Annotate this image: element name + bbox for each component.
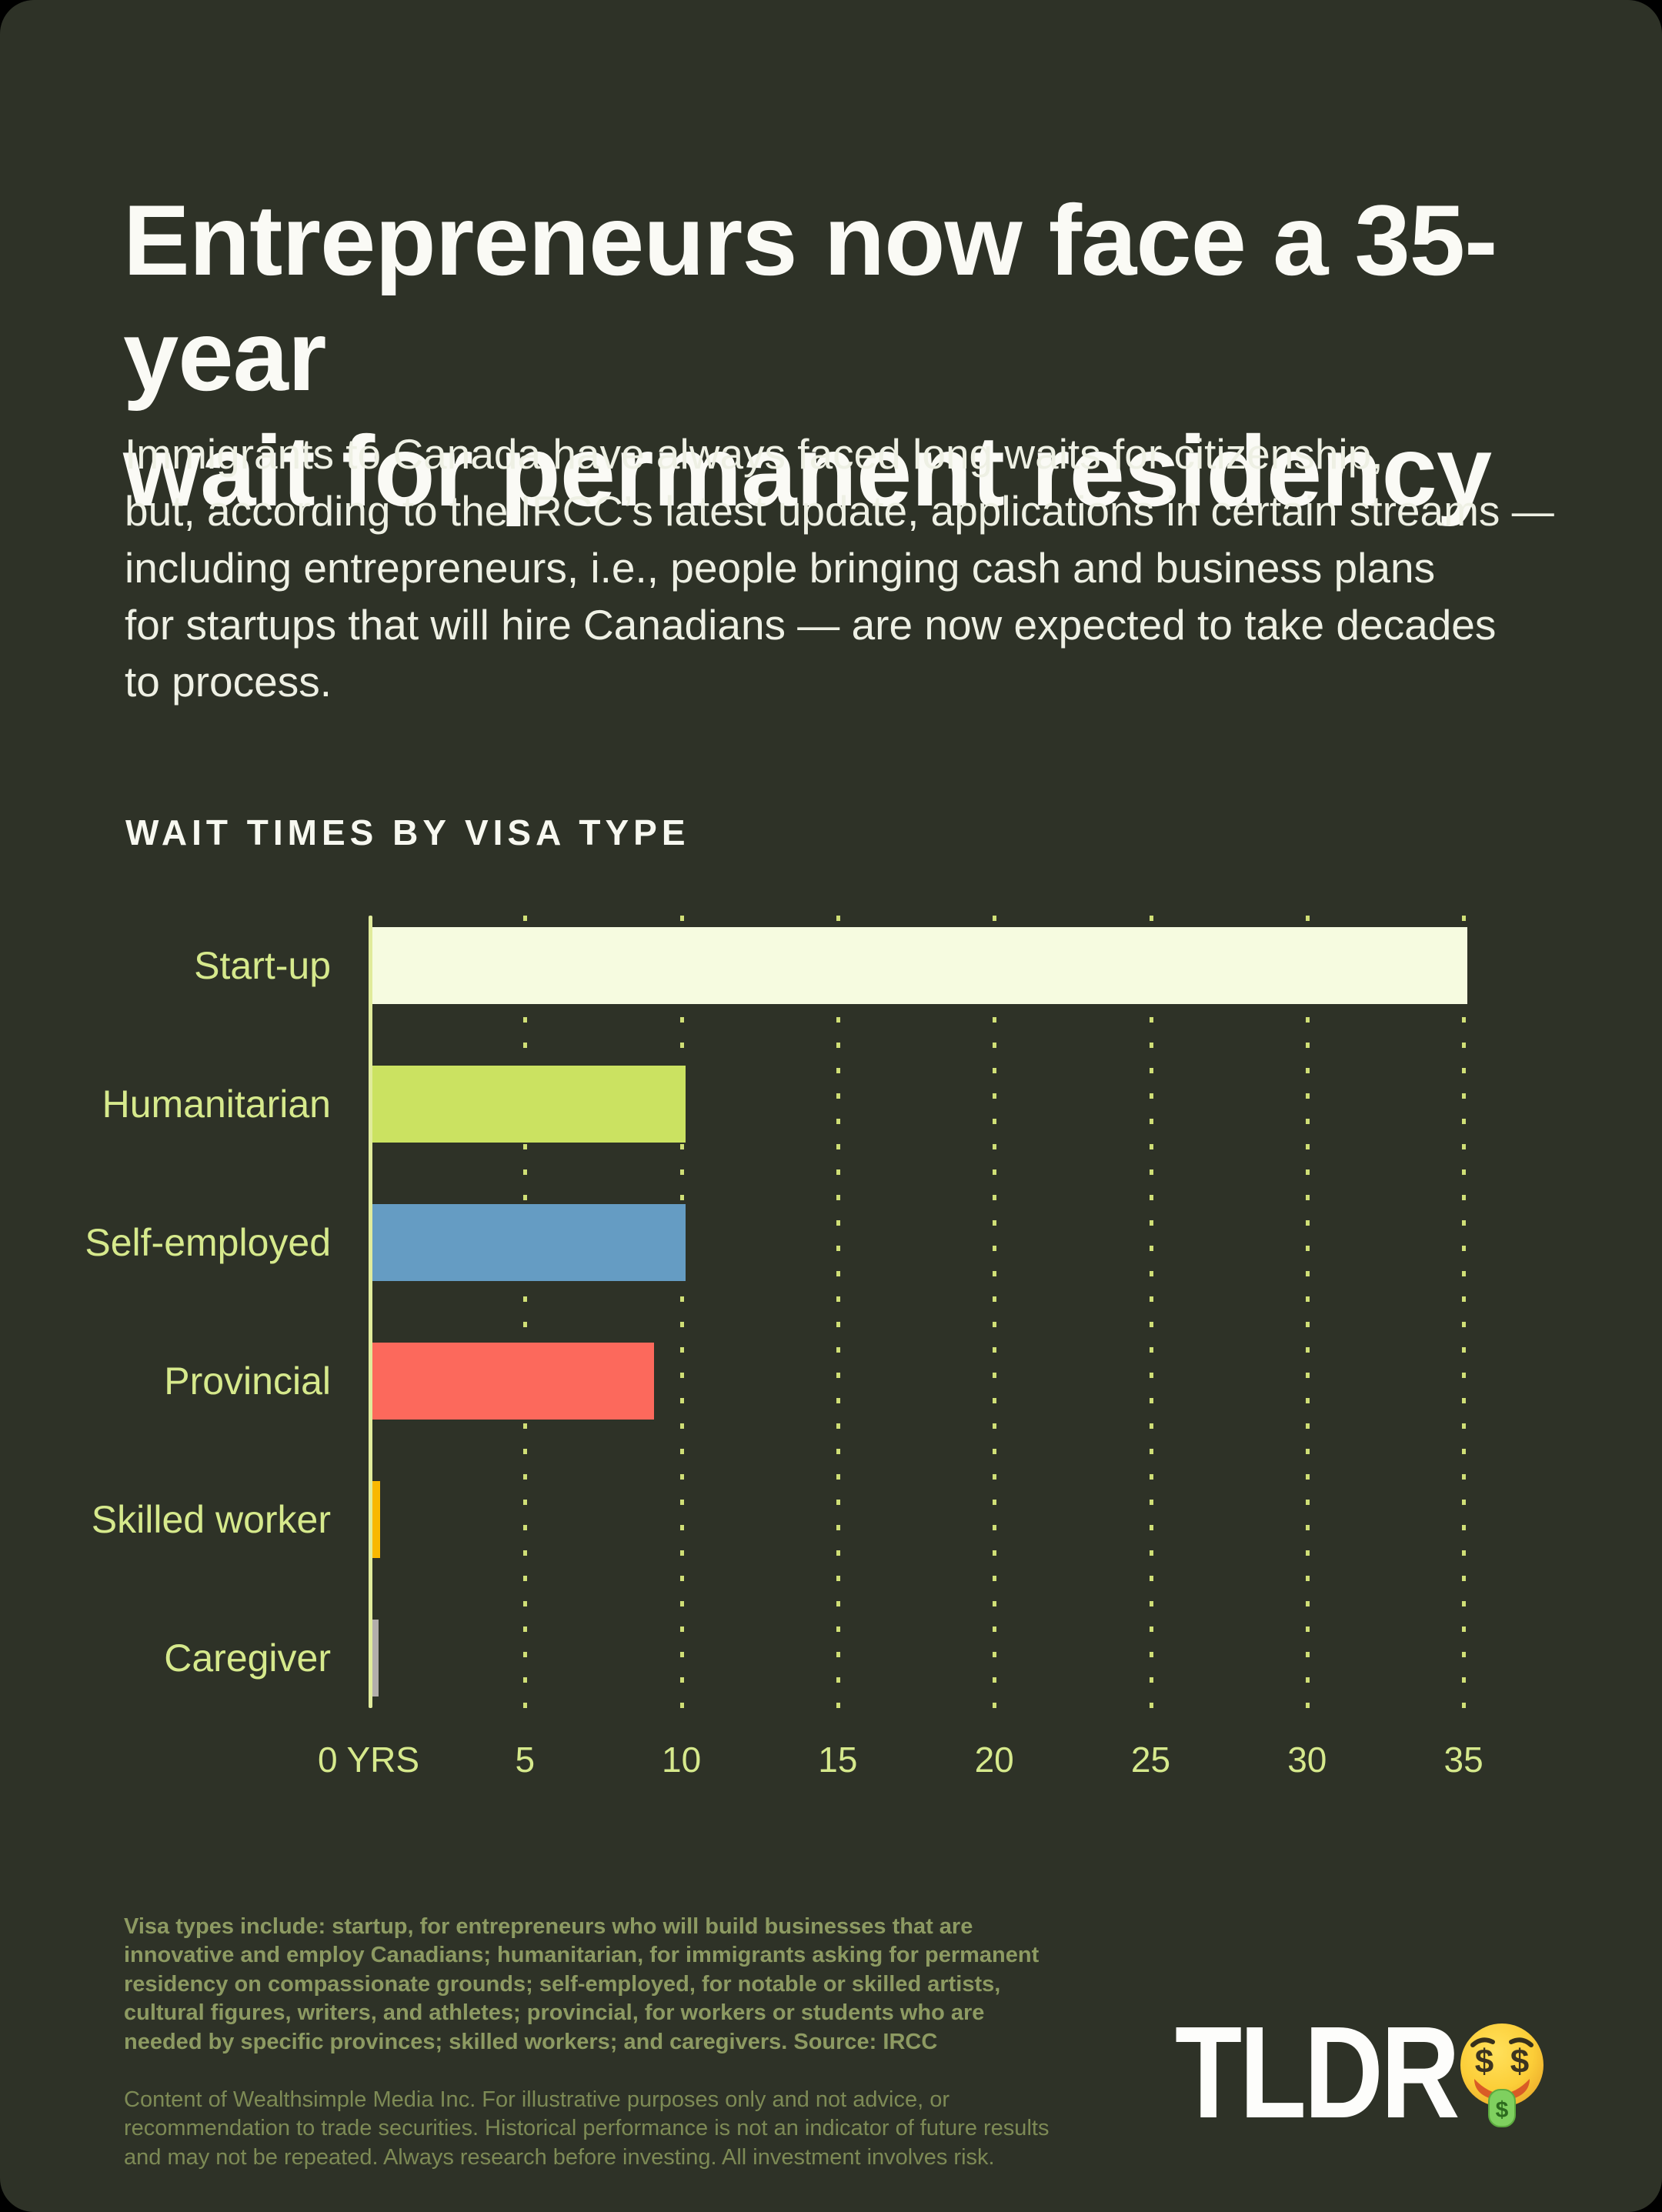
category-label-provincial: Provincial bbox=[164, 1360, 331, 1403]
gridline-5 bbox=[523, 916, 528, 1708]
gridline-30 bbox=[1305, 916, 1310, 1708]
category-label-skilled-worker: Skilled worker bbox=[91, 1498, 331, 1541]
svg-text:$: $ bbox=[1496, 2097, 1509, 2123]
category-label-self-employed: Self-employed bbox=[85, 1221, 331, 1264]
chart-title: WAIT TIMES BY VISA TYPE bbox=[125, 812, 690, 852]
x-tick-label-15: 15 bbox=[818, 1740, 858, 1780]
footnote-visa-types: Visa types include: startup, for entrepr… bbox=[124, 1913, 1040, 2054]
category-label-humanitarian: Humanitarian bbox=[102, 1083, 331, 1126]
y-axis-line bbox=[369, 916, 372, 1708]
category-label-start-up: Start-up bbox=[194, 944, 331, 987]
category-label-caregiver: Caregiver bbox=[164, 1636, 331, 1680]
tldr-logo: TLDR $ $ $ bbox=[1121, 2000, 1545, 2146]
x-tick-label-20: 20 bbox=[974, 1740, 1014, 1780]
tldr-logo-text: TLDR bbox=[1174, 2000, 1460, 2146]
gridline-10 bbox=[679, 916, 684, 1708]
svg-text:$: $ bbox=[1510, 2043, 1529, 2080]
money-mouth-emoji-icon: $ $ $ bbox=[1460, 2023, 1544, 2127]
gridline-15 bbox=[836, 916, 840, 1708]
page-title: Entrepreneurs now face a 35-year wait fo… bbox=[123, 184, 1497, 527]
x-tick-label-35: 35 bbox=[1443, 1740, 1483, 1780]
bar-humanitarian bbox=[372, 1066, 686, 1143]
x-tick-label-30: 30 bbox=[1287, 1740, 1327, 1780]
intro-paragraph: Immigrants to Canada have always faced l… bbox=[125, 430, 1554, 706]
footnote-disclaimer: Content of Wealthsimple Media Inc. For i… bbox=[124, 2087, 1050, 2170]
x-tick-label-5: 5 bbox=[515, 1740, 536, 1780]
x-tick-label-10: 10 bbox=[662, 1740, 702, 1780]
x-tick-label-25: 25 bbox=[1130, 1740, 1171, 1780]
bar-skilled-worker bbox=[372, 1481, 381, 1558]
gridline-35 bbox=[1462, 916, 1467, 1708]
bar-self-employed bbox=[372, 1204, 686, 1281]
x-tick-label-0: 0 YRS bbox=[317, 1740, 420, 1780]
bar-provincial bbox=[372, 1343, 654, 1420]
bar-start-up bbox=[372, 927, 1468, 1004]
footnote: Visa types include: startup, for entrepr… bbox=[124, 1883, 1086, 2201]
gridline-20 bbox=[993, 916, 997, 1708]
gridline-25 bbox=[1149, 916, 1153, 1708]
svg-text:$: $ bbox=[1475, 2043, 1493, 2080]
bar-caregiver bbox=[372, 1620, 379, 1697]
